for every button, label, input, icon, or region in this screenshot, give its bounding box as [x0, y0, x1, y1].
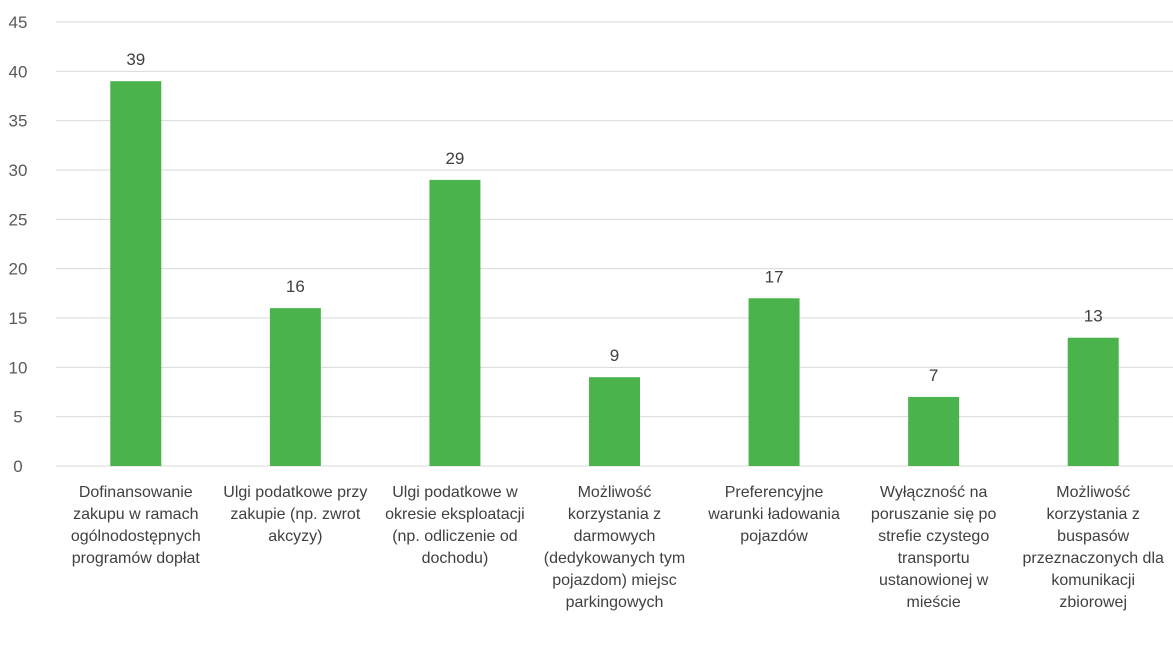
data-label: 29 — [445, 149, 464, 168]
x-tick-label: Ulgi podatkowe w okresie eksploatacji (n… — [385, 484, 525, 567]
bar — [269, 308, 321, 466]
bars — [110, 81, 1119, 466]
data-label: 9 — [610, 346, 619, 365]
x-tick-label: Dofinansowanie zakupu w ramach ogólnodos… — [70, 484, 201, 567]
x-tick-label: Wyłączność na poruszanie się po strefie … — [870, 484, 997, 611]
y-tick-label: 15 — [9, 309, 28, 328]
data-label: 7 — [929, 366, 938, 385]
bar — [110, 81, 162, 466]
x-tick-label: Możliwość korzystania z buspasów przezna… — [1022, 484, 1164, 611]
bar — [429, 179, 481, 466]
y-tick-label: 20 — [9, 260, 28, 279]
bar — [1067, 337, 1119, 466]
x-tick-label: Ulgi podatkowe przy zakupie (np. zwrot a… — [223, 484, 368, 545]
bar — [748, 298, 800, 466]
y-tick-label: 35 — [9, 112, 28, 131]
x-tick-label: Możliwość korzystania z darmowych (dedyk… — [543, 484, 686, 611]
y-tick-label: 0 — [13, 457, 22, 476]
gridlines — [56, 21, 1173, 467]
y-tick-label: 10 — [9, 358, 28, 377]
data-label: 16 — [286, 277, 305, 296]
y-tick-label: 25 — [9, 210, 28, 229]
y-tick-label: 40 — [9, 62, 28, 81]
y-tick-label: 45 — [9, 13, 28, 32]
data-label: 17 — [765, 267, 784, 286]
x-tick-label: Preferencyjne warunki ładowania pojazdów — [708, 484, 840, 545]
y-tick-label: 30 — [9, 161, 28, 180]
data-labels: 39 16 29 9 17 7 13 — [126, 50, 1102, 385]
data-label: 13 — [1084, 307, 1103, 326]
bar — [908, 396, 960, 466]
y-tick-label: 5 — [13, 408, 22, 427]
data-label: 39 — [126, 50, 145, 69]
bar — [589, 377, 640, 466]
y-axis-ticks: 0 5 10 15 20 25 30 35 40 45 — [9, 13, 28, 476]
